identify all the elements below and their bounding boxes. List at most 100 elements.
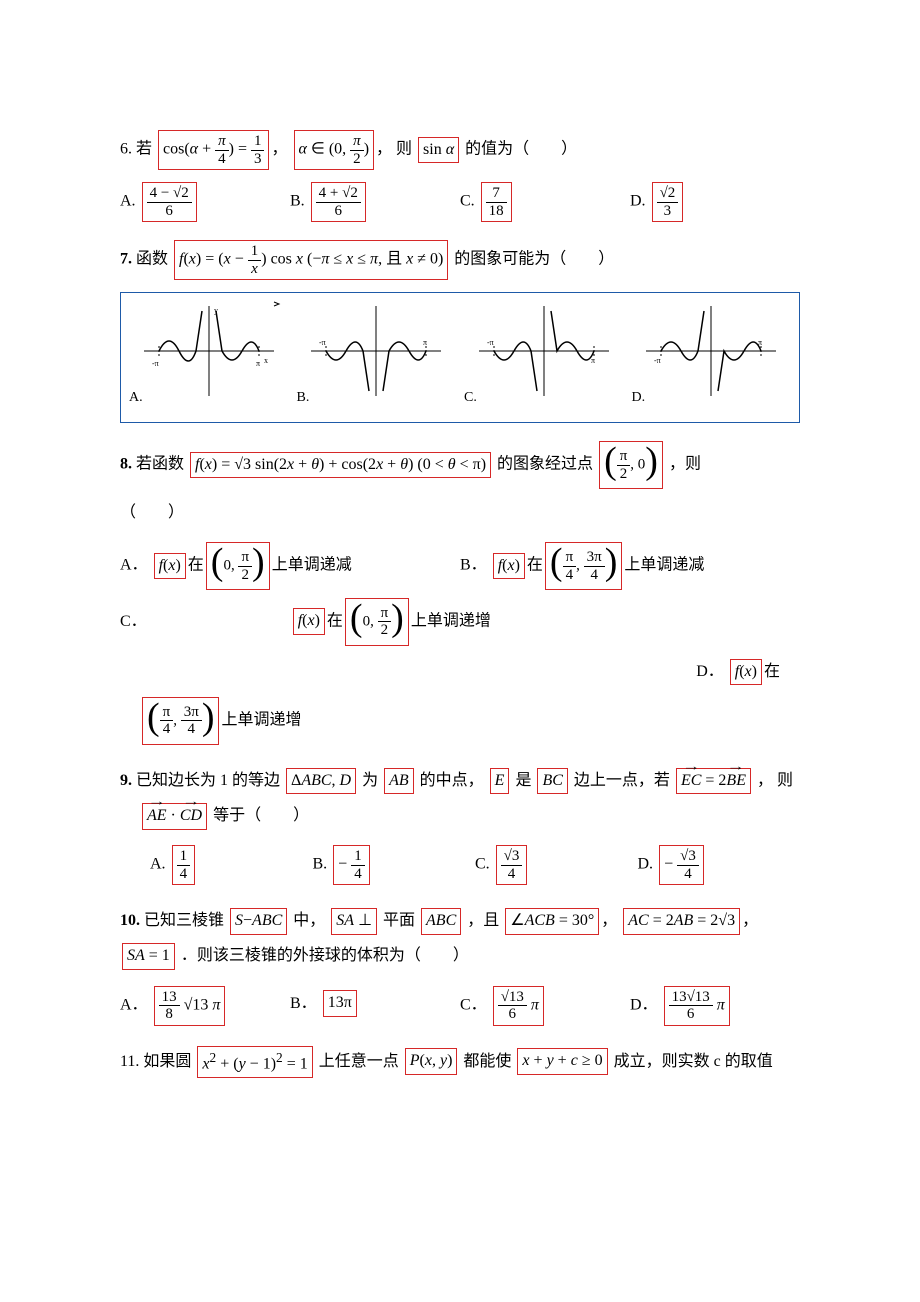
optC-val: 718 bbox=[481, 182, 512, 222]
q9-e2: AB bbox=[384, 768, 414, 795]
q6-optA: A. 4 − √26 bbox=[120, 182, 290, 222]
q9-optB: B. − 14 bbox=[313, 845, 476, 885]
optB-int: (π4, 3π4) bbox=[545, 542, 622, 590]
question-10: 10. 已知三棱锥 S−ABC 中， SA ⊥ 平面 ABC ，且 ∠ACB =… bbox=[120, 903, 800, 1025]
q6-optD: D. √23 bbox=[630, 182, 800, 222]
labelD: D. bbox=[632, 383, 646, 414]
q7-graphA: -π π x y A. bbox=[125, 301, 293, 414]
question-7: 7. 函数 f(x) = (x − 1x) cos x (−π ≤ x ≤ π,… bbox=[120, 240, 800, 423]
q10-b: 中， bbox=[293, 912, 325, 929]
q9-optA: A. 14 bbox=[150, 845, 313, 885]
graph-b-svg: -π π bbox=[301, 301, 451, 401]
q6-expr3: sin α bbox=[418, 137, 459, 164]
optC-int: (0, π2) bbox=[345, 598, 409, 646]
q8-num: 8. bbox=[120, 456, 132, 473]
oB-l: B． bbox=[290, 995, 317, 1012]
question-8: 8. 若函数 f(x) = √3 sin(2x + θ) + cos(2x + … bbox=[120, 441, 800, 745]
q10-optB: B． 13π bbox=[290, 986, 460, 1026]
svg-text:π: π bbox=[758, 338, 762, 347]
q10-d: ，且 bbox=[467, 912, 499, 929]
q11-num: 11. bbox=[120, 1053, 139, 1070]
graph-c-svg: -π π bbox=[469, 301, 619, 401]
q10-e2: SA ⊥ bbox=[331, 908, 377, 935]
q10-e: ．则该三棱锥的外接球的体积为（ ） bbox=[181, 947, 469, 964]
q6-optB: B. 4 + √26 bbox=[290, 182, 460, 222]
q10-optA: A． 138 √13 π bbox=[120, 986, 290, 1026]
question-9: 9. 已知边长为 1 的等边 ΔABC, D 为 AB 的中点， E 是 BC … bbox=[120, 763, 800, 885]
oA-v: 138 √13 π bbox=[154, 986, 226, 1026]
q6-expr2: α ∈ (0, π2) bbox=[294, 130, 375, 170]
q8-optA: A． f(x)在(0, π2)上单调递减 bbox=[120, 542, 460, 590]
optD-pre: 在 bbox=[764, 663, 780, 680]
q10-sep: ， bbox=[742, 912, 758, 929]
oA-l: A． bbox=[120, 996, 148, 1013]
q11-e2: P(x, y) bbox=[405, 1048, 458, 1075]
optB-val: 4 + √26 bbox=[311, 182, 366, 222]
q8-paren: （ ） bbox=[120, 504, 184, 521]
q10-c: 平面 bbox=[383, 912, 415, 929]
q6-comma1: ， bbox=[271, 141, 287, 158]
optA-pre: 在 bbox=[188, 557, 204, 574]
optD-int: (π4, 3π4) bbox=[142, 697, 219, 745]
q9-e: 边上一点，若 bbox=[574, 772, 670, 789]
q11-d: 成立，则实数 c 的取值 bbox=[614, 1053, 773, 1070]
q8-prefix: 若函数 bbox=[136, 456, 184, 473]
q11-c: 都能使 bbox=[463, 1053, 511, 1070]
svg-text:-π: -π bbox=[152, 359, 159, 368]
q9-d: 是 bbox=[515, 772, 531, 789]
labelA: A. bbox=[129, 383, 143, 414]
q10-num: 10. bbox=[120, 912, 140, 929]
optB-suf: 上单调递减 bbox=[624, 557, 704, 574]
q9-g: 等于（ ） bbox=[213, 807, 309, 824]
svg-text:π: π bbox=[423, 338, 427, 347]
optC-label: C. bbox=[460, 193, 475, 210]
q11-b: 上任意一点 bbox=[319, 1053, 399, 1070]
q7-graphD: -π π D. bbox=[628, 301, 796, 414]
oA-l: A. bbox=[150, 856, 166, 873]
optA-int: (0, π2) bbox=[206, 542, 270, 590]
q8-expr1: f(x) = √3 sin(2x + θ) + cos(2x + θ) (0 <… bbox=[190, 452, 491, 479]
q6-options: A. 4 − √26 B. 4 + √26 C. 718 D. √23 bbox=[120, 182, 800, 222]
oD-v: 13√136 π bbox=[664, 986, 730, 1026]
q8-optB: B． f(x)在(π4, 3π4)上单调递减 bbox=[460, 542, 800, 590]
q10-optD: D． 13√136 π bbox=[630, 986, 800, 1026]
q8-expr2: (π2, 0) bbox=[599, 441, 663, 489]
oC-l: C． bbox=[460, 996, 487, 1013]
q7-graphs: -π π x y A. -π π B. bbox=[120, 292, 800, 423]
q9-optD: D. − √34 bbox=[638, 845, 801, 885]
q6-suffix: 的值为（ ） bbox=[465, 141, 577, 158]
labelB: B. bbox=[297, 383, 310, 414]
q6-optC: C. 718 bbox=[460, 182, 630, 222]
q9-e3: E bbox=[490, 768, 510, 795]
optB-label: B． bbox=[460, 557, 487, 574]
oB-l: B. bbox=[313, 856, 328, 873]
oB-v: 13π bbox=[323, 990, 357, 1017]
q9-options: A. 14 B. − 14 C. √34 D. − √34 bbox=[120, 845, 800, 885]
q9-b: 为 bbox=[362, 772, 378, 789]
q7-prefix: 函数 bbox=[136, 251, 168, 268]
q8-options: A． f(x)在(0, π2)上单调递减 B． f(x)在(π4, 3π4)上单… bbox=[120, 542, 800, 745]
graph-d-svg: -π π bbox=[636, 301, 786, 401]
optA-suf: 上单调递减 bbox=[272, 557, 352, 574]
graph-a-svg: -π π x y bbox=[134, 301, 284, 401]
optA-fx: f(x) bbox=[154, 553, 186, 580]
optC-label: C． bbox=[120, 613, 147, 630]
optA-val: 4 − √26 bbox=[142, 182, 197, 222]
optB-pre: 在 bbox=[527, 557, 543, 574]
optC-pre: 在 bbox=[327, 613, 343, 630]
svg-text:π: π bbox=[256, 359, 260, 368]
optA-label: A． bbox=[120, 557, 148, 574]
optB-fx: f(x) bbox=[493, 553, 525, 580]
q9-e5: EC = 2BE bbox=[676, 768, 751, 795]
svg-text:-π: -π bbox=[487, 338, 494, 347]
question-11: 11. 如果圆 x2 + (y − 1)2 = 1 上任意一点 P(x, y) … bbox=[120, 1044, 800, 1079]
oC-v: √34 bbox=[496, 845, 528, 885]
q10-e1: S−ABC bbox=[230, 908, 287, 935]
optA-label: A. bbox=[120, 193, 136, 210]
oC-v: √136 π bbox=[493, 986, 544, 1026]
q10-e5: AC = 2AB = 2√3 bbox=[623, 908, 740, 935]
optD-suf: 上单调递增 bbox=[221, 712, 301, 729]
optC-suf: 上单调递增 bbox=[411, 613, 491, 630]
oA-v: 14 bbox=[172, 845, 196, 885]
optD-fx: f(x) bbox=[730, 659, 762, 686]
